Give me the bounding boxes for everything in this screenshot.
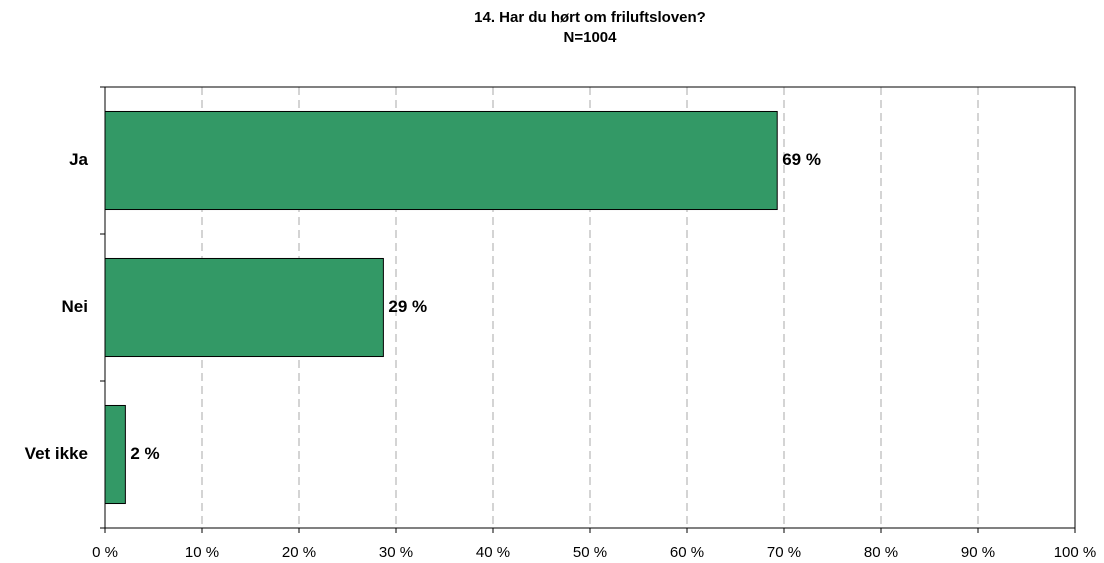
data-label: 2 % xyxy=(130,444,159,463)
chart-title: 14. Har du hørt om friluftsloven? xyxy=(474,9,706,26)
x-tick-label: 90 % xyxy=(961,544,995,561)
x-tick-label: 0 % xyxy=(92,544,118,561)
bar xyxy=(104,257,384,358)
x-tick-label: 20 % xyxy=(282,544,316,561)
x-tick-label: 60 % xyxy=(670,544,704,561)
x-tick-label: 80 % xyxy=(864,544,898,561)
x-tick-label: 40 % xyxy=(476,544,510,561)
x-tick-label: 100 % xyxy=(1054,544,1097,561)
y-tick-label: Nei xyxy=(62,297,88,316)
bar xyxy=(104,404,126,505)
chart-subtitle: N=1004 xyxy=(564,29,618,46)
y-tick-label: Ja xyxy=(69,150,88,169)
data-label: 29 % xyxy=(388,297,427,316)
x-tick-label: 70 % xyxy=(767,544,801,561)
x-tick-label: 50 % xyxy=(573,544,607,561)
data-label: 69 % xyxy=(782,150,821,169)
bar xyxy=(104,110,778,211)
x-tick-label: 30 % xyxy=(379,544,413,561)
x-tick-label: 10 % xyxy=(185,544,219,561)
y-tick-label: Vet ikke xyxy=(25,444,88,463)
